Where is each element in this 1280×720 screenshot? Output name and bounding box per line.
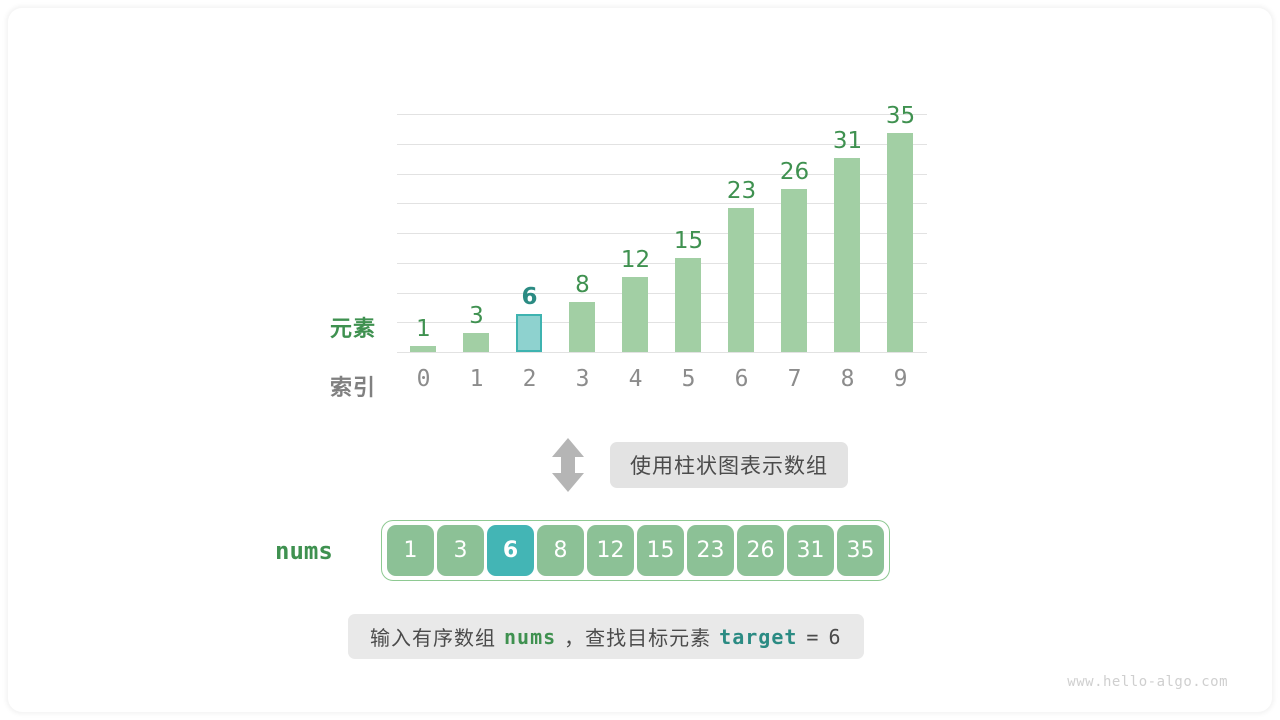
- bar-value-label: 26: [779, 159, 810, 185]
- bar-highlighted: [516, 314, 542, 352]
- bar-value-label: 35: [885, 103, 916, 129]
- bar-slot: [556, 114, 609, 352]
- caption-code-target: target: [719, 624, 798, 649]
- caption-target-value: 6: [828, 624, 842, 649]
- gridline: [397, 144, 927, 145]
- bar-slot: [821, 114, 874, 352]
- bar-value-label: 1: [416, 316, 431, 342]
- index-label: 8: [840, 366, 855, 392]
- caption-code-nums: nums: [504, 624, 557, 649]
- caption-bar: 输入有序数组 nums ，查找目标元素 target = 6: [348, 614, 864, 659]
- gridline: [397, 263, 927, 264]
- caption-part2: ，查找目标元素: [564, 626, 712, 650]
- index-label: 3: [575, 366, 590, 392]
- gridline: [397, 293, 927, 294]
- bar-slot: [450, 114, 503, 352]
- bar-value-label: 23: [726, 178, 757, 204]
- gridline: [397, 114, 927, 115]
- gridline: [397, 322, 927, 323]
- watermark: www.hello-algo.com: [1067, 674, 1228, 690]
- caption-part1: 输入有序数组: [370, 626, 496, 650]
- caption-equals: =: [806, 624, 820, 649]
- array-cell-highlighted[interactable]: 6: [487, 525, 534, 576]
- array-cell[interactable]: 35: [837, 525, 884, 576]
- bar-value-label: 8: [575, 272, 590, 298]
- index-label: 1: [469, 366, 484, 392]
- array-cell[interactable]: 3: [437, 525, 484, 576]
- index-row-label: 索引: [330, 376, 377, 401]
- bar-slot: [874, 114, 927, 352]
- chart-index-axis: 0 1 2 3 4 5 6 7 8 9: [397, 368, 927, 398]
- bar-slot: [609, 114, 662, 352]
- bar-value-label: 12: [620, 247, 651, 273]
- bar-slot: [503, 114, 556, 352]
- array-cell[interactable]: 8: [537, 525, 584, 576]
- gridline: [397, 174, 927, 175]
- gridline: [397, 233, 927, 234]
- bar: [781, 189, 807, 352]
- bar-value-label: 6: [521, 284, 538, 310]
- bar-chart: [397, 114, 927, 353]
- array-cell[interactable]: 12: [587, 525, 634, 576]
- array-name-label: nums: [275, 537, 333, 565]
- bar-slot: [397, 114, 450, 352]
- bar: [463, 333, 489, 352]
- index-label: 6: [734, 366, 749, 392]
- array-cell[interactable]: 15: [637, 525, 684, 576]
- bar: [622, 277, 648, 352]
- bar: [728, 208, 754, 352]
- array-cell[interactable]: 23: [687, 525, 734, 576]
- transform-note: 使用柱状图表示数组: [610, 442, 848, 488]
- bar: [410, 346, 436, 352]
- bar-value-label: 31: [832, 128, 863, 154]
- bar-slot: [715, 114, 768, 352]
- bar-slot: [662, 114, 715, 352]
- index-label: 2: [522, 366, 537, 392]
- array-cell[interactable]: 26: [737, 525, 784, 576]
- bar: [834, 158, 860, 352]
- index-label: 9: [893, 366, 908, 392]
- array-cell[interactable]: 1: [387, 525, 434, 576]
- chart-baseline: [397, 352, 927, 353]
- array-cell[interactable]: 31: [787, 525, 834, 576]
- gridline: [397, 203, 927, 204]
- double-arrow-vertical-icon: [548, 438, 588, 492]
- bar: [887, 133, 913, 352]
- bar: [675, 258, 701, 352]
- index-label: 5: [681, 366, 696, 392]
- index-label: 4: [628, 366, 643, 392]
- element-row-label: 元素: [330, 317, 377, 342]
- bar-value-label: 15: [673, 228, 704, 254]
- bar-slot: [768, 114, 821, 352]
- index-label: 0: [416, 366, 431, 392]
- bar: [569, 302, 595, 352]
- index-label: 7: [787, 366, 802, 392]
- bar-value-label: 3: [469, 303, 484, 329]
- array-container: 1 3 6 8 12 15 23 26 31 35: [381, 520, 890, 581]
- chart-value-labels: 1 3 6 8 12 15 23 26 31 35: [397, 105, 927, 352]
